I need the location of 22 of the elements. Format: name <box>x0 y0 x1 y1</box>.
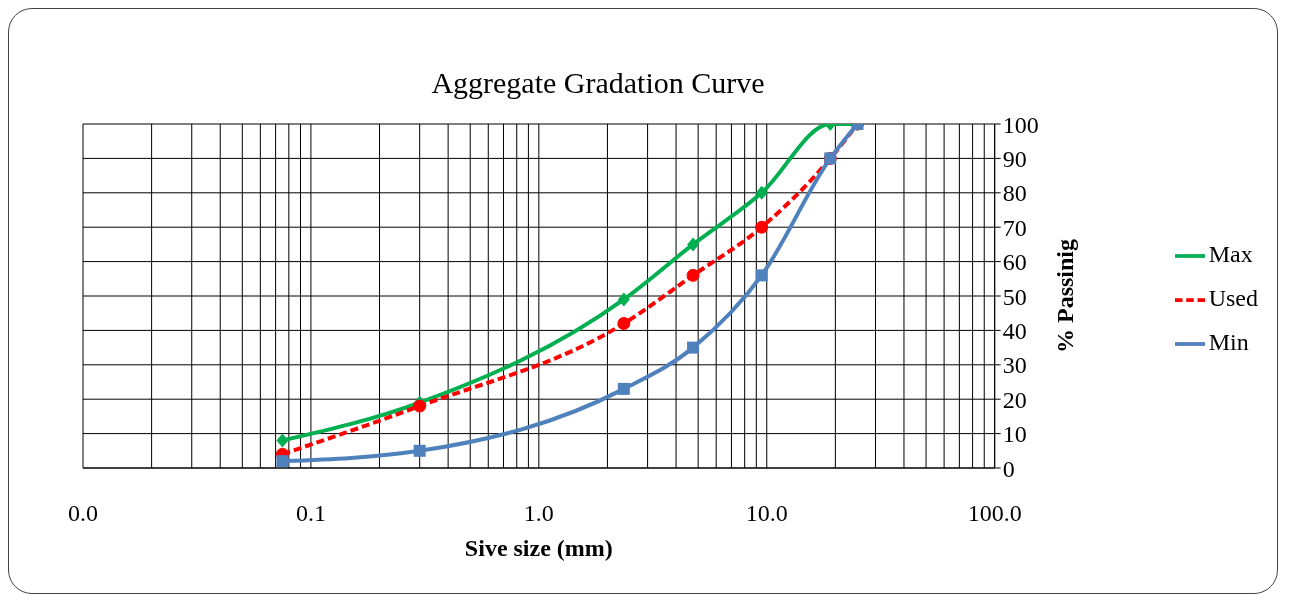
y-tick-label: 10 <box>1002 421 1027 448</box>
legend-label: Used <box>1208 285 1258 311</box>
y-tick-label: 60 <box>1002 249 1027 276</box>
x-tick-label: 0.1 <box>295 500 326 527</box>
legend-label: Max <box>1208 241 1253 267</box>
x-tick-label: 100.0 <box>967 500 1022 527</box>
x-axis-title: Sive size (mm) <box>464 535 613 561</box>
legend-label: Min <box>1208 329 1249 355</box>
y-tick-label: 90 <box>1002 145 1027 172</box>
y-tick-label: 40 <box>1002 317 1027 344</box>
x-tick-label: 1.0 <box>523 500 554 527</box>
y-tick-label: 20 <box>1002 386 1027 413</box>
y-tick-label: 50 <box>1002 283 1027 310</box>
y-tick-label: 100 <box>1002 111 1039 138</box>
y-axis-title: % Passinig <box>1052 238 1079 354</box>
x-tick-label: 10.0 <box>745 500 788 527</box>
x-tick-label: 0.0 <box>68 500 98 527</box>
chart-title: Aggregate Gradation Curve <box>430 66 766 100</box>
y-tick-label: 80 <box>1002 180 1027 207</box>
y-tick-label: 30 <box>1002 352 1027 379</box>
y-tick-label: 0 <box>1002 455 1015 482</box>
y-tick-label: 70 <box>1002 214 1027 241</box>
